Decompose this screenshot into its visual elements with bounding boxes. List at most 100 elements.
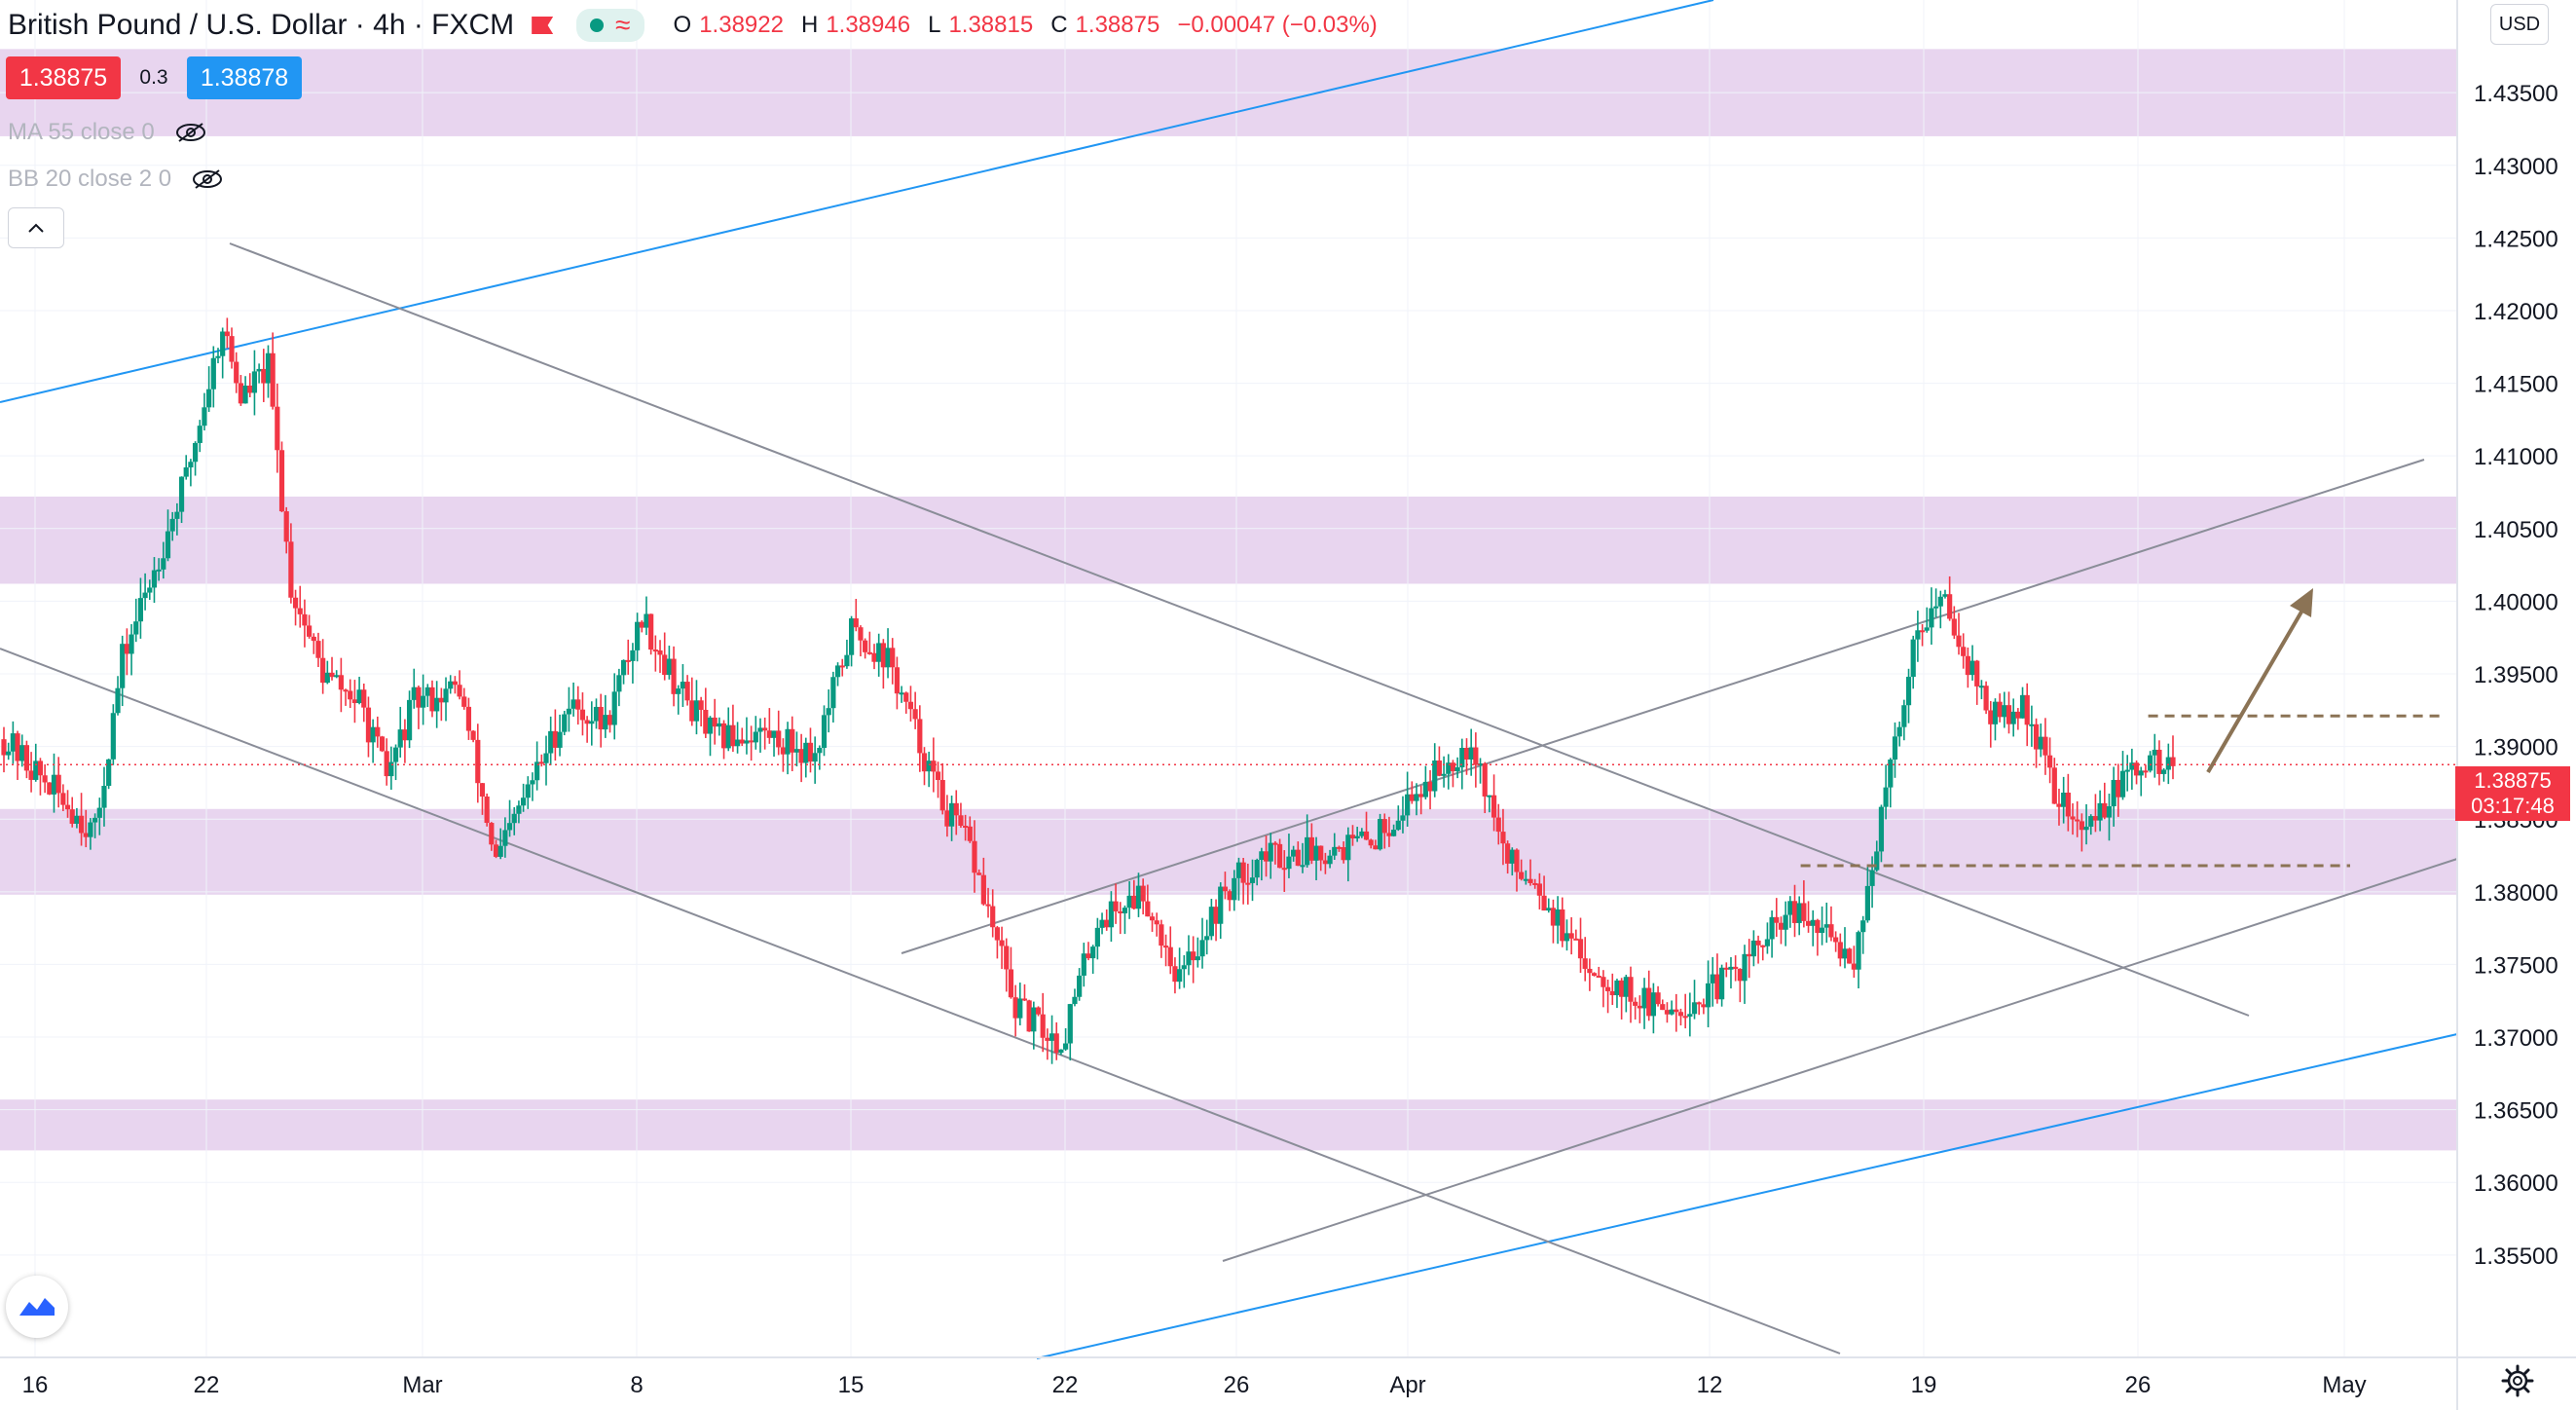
- candle-body: [1099, 919, 1105, 928]
- candle-body: [1021, 998, 1028, 1001]
- candle-body: [402, 729, 408, 741]
- currency-badge[interactable]: USD: [2490, 4, 2549, 45]
- candle-body: [693, 700, 700, 722]
- candle-body: [270, 352, 276, 407]
- candle-body: [907, 701, 914, 710]
- candle-body: [1774, 916, 1780, 923]
- candle-body: [183, 467, 189, 477]
- candle-body: [434, 697, 440, 712]
- indicator-bb[interactable]: BB 20 close 2 0: [8, 162, 224, 197]
- time-tick-label: 8: [630, 1372, 643, 1398]
- candle-body: [88, 822, 93, 837]
- candle-body: [1368, 839, 1374, 846]
- settings-gear-icon[interactable]: [2500, 1363, 2535, 1398]
- ohlc-high-label: H: [800, 12, 819, 38]
- candle-body: [1140, 885, 1146, 902]
- candle-body: [229, 336, 235, 362]
- candle-body: [1924, 627, 1930, 631]
- candle-body: [926, 761, 932, 772]
- symbol-title[interactable]: British Pound / U.S. Dollar · 4h · FXCM: [8, 9, 515, 41]
- candle-body: [1208, 907, 1214, 937]
- candle-body: [1081, 953, 1086, 976]
- candle-body: [51, 774, 57, 795]
- zones-layer: [0, 49, 2457, 1151]
- candle-body: [1747, 953, 1752, 957]
- candle-body: [1591, 973, 1598, 977]
- indicator-bb-label: BB 20 close 2 0: [8, 166, 172, 192]
- candle-body: [315, 641, 321, 658]
- candle-body: [1213, 907, 1219, 924]
- rising-channel-bottom: [1222, 858, 2458, 1262]
- collapse-legend-button[interactable]: [8, 207, 64, 248]
- candle-body: [903, 692, 909, 702]
- candle-body: [644, 613, 649, 628]
- candle-body: [885, 648, 891, 668]
- buy-button[interactable]: 1.38878: [187, 56, 302, 99]
- candle-body: [475, 739, 481, 784]
- candle-body: [1405, 794, 1411, 816]
- candle-body: [798, 749, 804, 763]
- candle-body: [1349, 835, 1356, 839]
- candle-body: [611, 691, 617, 725]
- time-tick-label: 22: [194, 1372, 220, 1398]
- candle-body: [242, 386, 248, 404]
- candle-body: [1240, 862, 1246, 883]
- candle-body: [817, 748, 823, 754]
- candle-body: [1992, 701, 1999, 724]
- time-tick-label: Apr: [1389, 1372, 1425, 1398]
- candle-body: [429, 686, 435, 712]
- market-status-badge[interactable]: ≈: [576, 9, 644, 42]
- price-tick-label: 1.39500: [2474, 662, 2558, 688]
- candle-body: [1546, 908, 1552, 911]
- sell-button[interactable]: 1.38875: [6, 56, 121, 99]
- spread-value: 0.3: [139, 66, 168, 89]
- tradingview-logo[interactable]: [6, 1276, 68, 1338]
- indicator-ma[interactable]: MA 55 close 0: [8, 115, 207, 150]
- candle-body: [311, 636, 316, 642]
- candle-body: [1874, 851, 1880, 871]
- candle-body: [416, 686, 422, 708]
- candle-body: [1682, 1016, 1688, 1019]
- candle-body: [1619, 980, 1625, 997]
- candle-body: [1172, 966, 1178, 983]
- candle-body: [1090, 946, 1096, 959]
- candle-body: [1582, 958, 1588, 969]
- candle-body: [1145, 901, 1151, 917]
- eye-off-icon[interactable]: [191, 168, 224, 190]
- candle-body: [1614, 980, 1620, 996]
- candle-body: [1737, 968, 1743, 982]
- candle-body: [1222, 886, 1229, 892]
- candle-body: [534, 761, 540, 781]
- candle-body: [1723, 967, 1729, 970]
- candle-body: [1373, 845, 1379, 850]
- candle-body: [256, 368, 262, 372]
- candle-body: [251, 371, 258, 393]
- candle-body: [220, 331, 226, 356]
- sr-zone-3: [0, 1099, 2457, 1151]
- candle-body: [1505, 843, 1511, 864]
- candle-body: [630, 649, 636, 661]
- eye-off-icon[interactable]: [174, 122, 207, 143]
- candle-body: [1, 739, 7, 756]
- candle-body: [994, 927, 1000, 941]
- price-tick-label: 1.36500: [2474, 1098, 2558, 1125]
- candle-body: [1195, 956, 1200, 961]
- candle-body: [506, 823, 513, 831]
- candle-body: [1131, 895, 1137, 909]
- candle-body: [2019, 694, 2026, 719]
- candle-body: [720, 723, 727, 749]
- candle-body: [744, 740, 750, 744]
- candle-body: [652, 649, 658, 652]
- candle-body: [1040, 1014, 1046, 1038]
- candle-body: [1664, 1010, 1671, 1015]
- flag-icon[interactable]: [532, 17, 554, 34]
- candle-body: [1008, 969, 1014, 998]
- candle-body: [1381, 819, 1387, 834]
- candle-body: [1691, 1002, 1698, 1015]
- candle-body: [866, 651, 872, 654]
- trendlines-layer: [0, 0, 2458, 1359]
- candle-body: [1409, 794, 1415, 801]
- candle-body: [1851, 963, 1857, 970]
- candle-body: [15, 733, 20, 761]
